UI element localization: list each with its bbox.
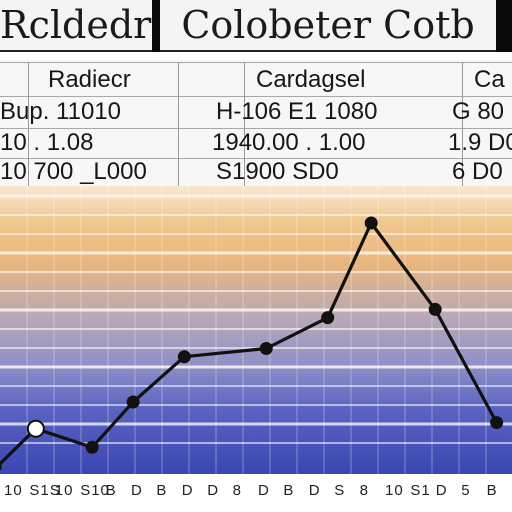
table-rule <box>0 96 512 97</box>
x-tick-label: B <box>156 482 168 499</box>
data-point <box>126 395 140 409</box>
x-tick-label: D <box>308 482 321 499</box>
table-divider <box>28 62 29 186</box>
x-tick-label: D <box>181 482 194 499</box>
data-point <box>26 419 45 438</box>
table-rule <box>0 62 512 63</box>
x-tick-label: 5 <box>461 482 471 499</box>
series-line <box>0 221 499 470</box>
data-point <box>428 302 442 316</box>
x-tick-label: B <box>283 482 295 499</box>
x-tick-label: S <box>334 482 346 499</box>
table-divider <box>178 62 179 186</box>
cell-r1-c1: Bup. 11010 <box>0 98 121 125</box>
chart-title: Colobeter Cotb <box>160 0 496 52</box>
data-point <box>259 342 273 356</box>
header-col-2: Cardagsel <box>256 66 366 93</box>
table-divider <box>244 62 245 186</box>
x-tick-label: D <box>131 482 143 499</box>
cell-r2-c2: 1940.00 . 1.00 <box>212 129 366 156</box>
x-tick-label: 8 <box>232 482 242 499</box>
header-table <box>0 60 512 186</box>
cell-r3-c1: 10 700 _L000 <box>0 158 147 185</box>
header-col-3: Ca <box>474 66 505 93</box>
x-tick-label: S1S <box>29 482 61 499</box>
x-tick-label: D <box>207 482 220 499</box>
x-tick-label: 10 <box>54 482 74 499</box>
cell-r2-c1: 10 . 1.08 <box>0 129 94 156</box>
x-axis <box>0 474 512 512</box>
x-tick-label: 10 <box>385 482 404 499</box>
cell-r1-c2: H-106 E1 1080 <box>216 98 378 125</box>
x-tick-label: 10 <box>4 482 23 499</box>
cell-r3-c2: S1900 SD0 <box>216 158 339 185</box>
data-point <box>364 216 378 230</box>
x-tick-label: B <box>105 482 117 499</box>
table-rule <box>0 128 512 129</box>
title-left: Rcldedro. <box>0 0 152 52</box>
x-tick-label: 8 <box>359 482 369 499</box>
x-tick-label: B <box>486 482 498 499</box>
x-tick-label: D <box>435 482 448 499</box>
data-point <box>85 440 99 454</box>
header-col-1: Radiecr <box>48 66 131 93</box>
table-divider <box>462 62 463 186</box>
cell-r3-c3: 6 D0 <box>452 158 503 185</box>
x-tick-label: S10 <box>80 482 110 499</box>
cell-r1-c3: G 80 <box>452 98 505 125</box>
cell-r2-c3: 1.9 D0 <box>448 129 512 156</box>
data-point <box>490 416 504 430</box>
x-tick-label: S1 <box>410 482 431 499</box>
table-rule <box>0 158 512 159</box>
x-tick-label: D <box>258 482 270 499</box>
data-point <box>177 350 191 364</box>
data-point <box>321 311 335 325</box>
